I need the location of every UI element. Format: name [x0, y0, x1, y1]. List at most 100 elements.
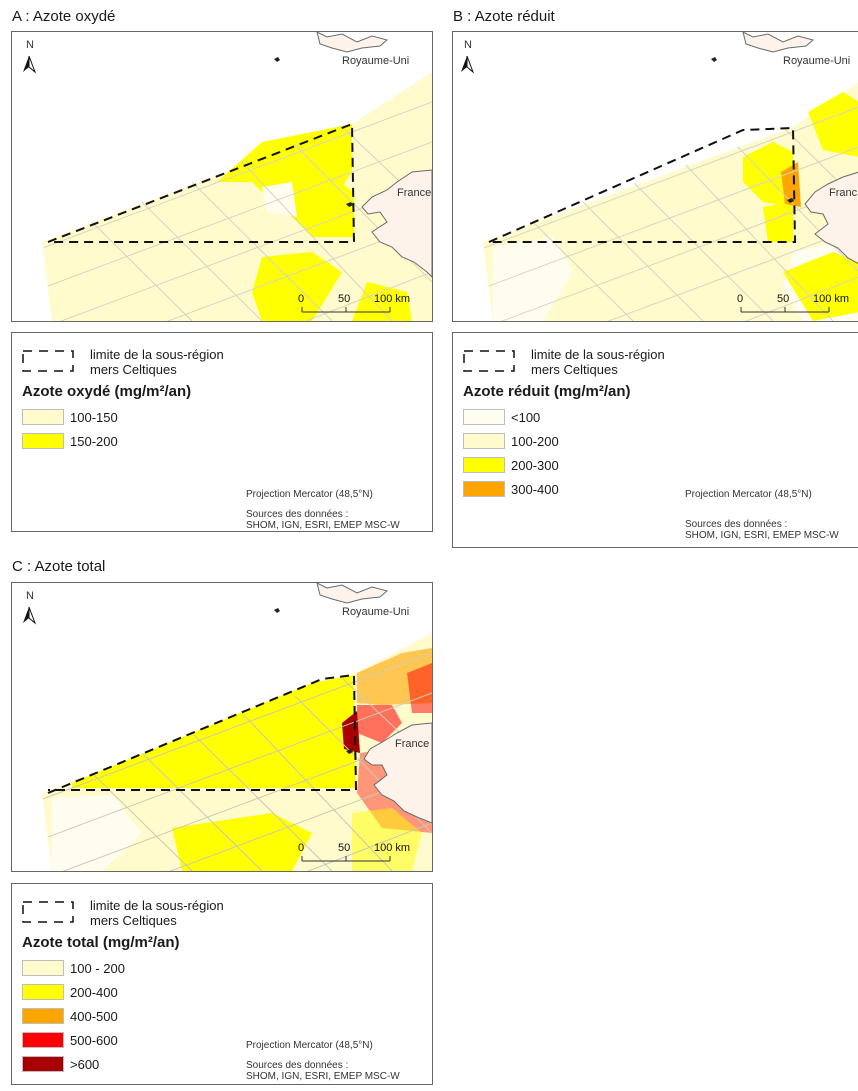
map-b-grid: [483, 106, 858, 321]
legend-c: limite de la sous-région mers Celtiques …: [11, 883, 433, 1085]
legend-limit-line1: limite de la sous-région: [90, 347, 224, 362]
legend-label: 300-400: [511, 482, 559, 497]
legend-swatch: [22, 433, 64, 449]
map-c-grid: [42, 652, 432, 871]
scale-bar: 0 50 100 km: [298, 842, 410, 862]
scale-tick-50: 50: [777, 293, 789, 305]
panel-b-title: B : Azote réduit: [453, 8, 555, 25]
legend-swatch: [463, 409, 505, 425]
panel-a-title: A : Azote oxydé: [12, 8, 116, 25]
legend-swatch: [22, 1032, 64, 1048]
france-label: France: [395, 738, 429, 750]
north-label: N: [26, 39, 34, 51]
map-b-cell-200: [783, 252, 858, 321]
france-coast: [361, 169, 432, 278]
legend-sources-list: SHOM, IGN, ESRI, EMEP MSC-W: [246, 1071, 400, 1082]
panel-c-title: C : Azote total: [12, 558, 106, 575]
legend-limit-text: limite de la sous-région mers Celtiques: [90, 898, 224, 928]
north-arrow-icon: [23, 606, 37, 625]
scale-tick-50: 50: [338, 842, 350, 854]
island: [711, 57, 717, 62]
legend-label: 500-600: [70, 1033, 118, 1048]
map-b-cell-200: [763, 202, 793, 242]
ushant-island: [346, 202, 353, 207]
ushant-island: [787, 198, 794, 203]
map-b: N Royaume-Uni Franc 0 50 100 km: [452, 31, 858, 322]
france-label: France: [397, 187, 431, 199]
north-label: N: [26, 590, 34, 602]
legend-projection: Projection Mercator (48,5°N): [246, 489, 373, 500]
legend-heading: Azote total (mg/m²/an): [22, 934, 180, 951]
map-a-cell-high: [292, 177, 354, 237]
dashed-line-symbol: [463, 350, 515, 372]
legend-label: <100: [511, 410, 541, 425]
legend-limit: limite de la sous-région mers Celtiques: [463, 347, 703, 381]
scale-tick-100: 100 km: [374, 842, 410, 854]
uk-coast: [742, 32, 815, 53]
legend-limit-text: limite de la sous-région mers Celtiques: [90, 347, 224, 377]
legend-sources-label: Sources des données :: [685, 519, 788, 530]
legend-label: 150-200: [70, 434, 118, 449]
legend-swatch: [22, 409, 64, 425]
legend-label: 100 - 200: [70, 961, 125, 976]
map-b-cell-lt100: [493, 237, 573, 321]
uk-label: Royaume-Uni: [342, 55, 409, 67]
legend-label: >600: [70, 1057, 100, 1072]
island: [274, 57, 280, 62]
scale-tick-100: 100 km: [813, 293, 849, 305]
legend-limit-line2: mers Celtiques: [90, 362, 177, 377]
legend-limit: limite de la sous-région mers Celtiques: [22, 898, 262, 932]
uk-label: Royaume-Uni: [783, 55, 850, 67]
scale-tick-0: 0: [298, 293, 304, 305]
legend-sources: Sources des données : SHOM, IGN, ESRI, E…: [246, 1060, 400, 1082]
legend-heading: Azote oxydé (mg/m²/an): [22, 383, 192, 400]
legend-limit-line1: limite de la sous-région: [531, 347, 665, 362]
subregion-boundary: [488, 126, 797, 243]
map-c-cell-500-600: [357, 705, 402, 743]
legend-sources-label: Sources des données :: [246, 509, 349, 520]
legend-limit-line1: limite de la sous-région: [90, 898, 224, 913]
north-arrow-icon: [23, 55, 37, 74]
island: [274, 608, 280, 613]
france-coast: [363, 722, 432, 824]
legend-label: 400-500: [70, 1009, 118, 1024]
scale-tick-100: 100 km: [374, 293, 410, 305]
scale-tick-0: 0: [298, 842, 304, 854]
legend-projection: Projection Mercator (48,5°N): [685, 489, 812, 500]
legend-label: 100-150: [70, 410, 118, 425]
legend-sources-label: Sources des données :: [246, 1060, 349, 1071]
map-c-svg: N Royaume-Uni France 0 50 100 km: [23, 583, 432, 871]
subregion-boundary: [47, 673, 358, 794]
map-c-cell-200-400: [172, 813, 312, 871]
legend-sources: Sources des données : SHOM, IGN, ESRI, E…: [685, 519, 839, 541]
map-c-cell-light: [52, 795, 142, 871]
france-coast: [804, 171, 858, 265]
legend-limit-line2: mers Celtiques: [90, 913, 177, 928]
legend-limit-text: limite de la sous-région mers Celtiques: [531, 347, 665, 377]
map-a-cell-high: [352, 282, 412, 321]
legend-sources: Sources des données : SHOM, IGN, ESRI, E…: [246, 509, 400, 531]
map-c-cell-200-400: [72, 675, 356, 788]
uk-label: Royaume-Uni: [342, 606, 409, 618]
north-label: N: [464, 39, 472, 51]
uk-coast: [316, 32, 389, 53]
scale-bar: 0 50 100 km: [298, 293, 410, 313]
legend-swatch: [22, 960, 64, 976]
legend-swatch: [463, 457, 505, 473]
legend-sources-list: SHOM, IGN, ESRI, EMEP MSC-W: [246, 520, 400, 531]
legend-swatch: [22, 1008, 64, 1024]
legend-swatch: [22, 984, 64, 1000]
dashed-line-symbol: [22, 901, 74, 923]
legend-limit-line2: mers Celtiques: [531, 362, 618, 377]
legend-sources-list: SHOM, IGN, ESRI, EMEP MSC-W: [685, 530, 839, 541]
map-c-cell-200-400: [352, 808, 422, 871]
scale-tick-0: 0: [737, 293, 743, 305]
uk-coast: [316, 583, 389, 604]
legend-swatch: [463, 433, 505, 449]
map-b-cell-200: [808, 92, 858, 157]
map-b-cell-300: [781, 162, 801, 207]
map-a: N Royaume-Uni France 0 50 100 km: [11, 31, 433, 322]
france-label: Franc: [829, 187, 858, 199]
legend-label: 100-200: [511, 434, 559, 449]
legend-a: limite de la sous-région mers Celtiques …: [11, 332, 433, 532]
